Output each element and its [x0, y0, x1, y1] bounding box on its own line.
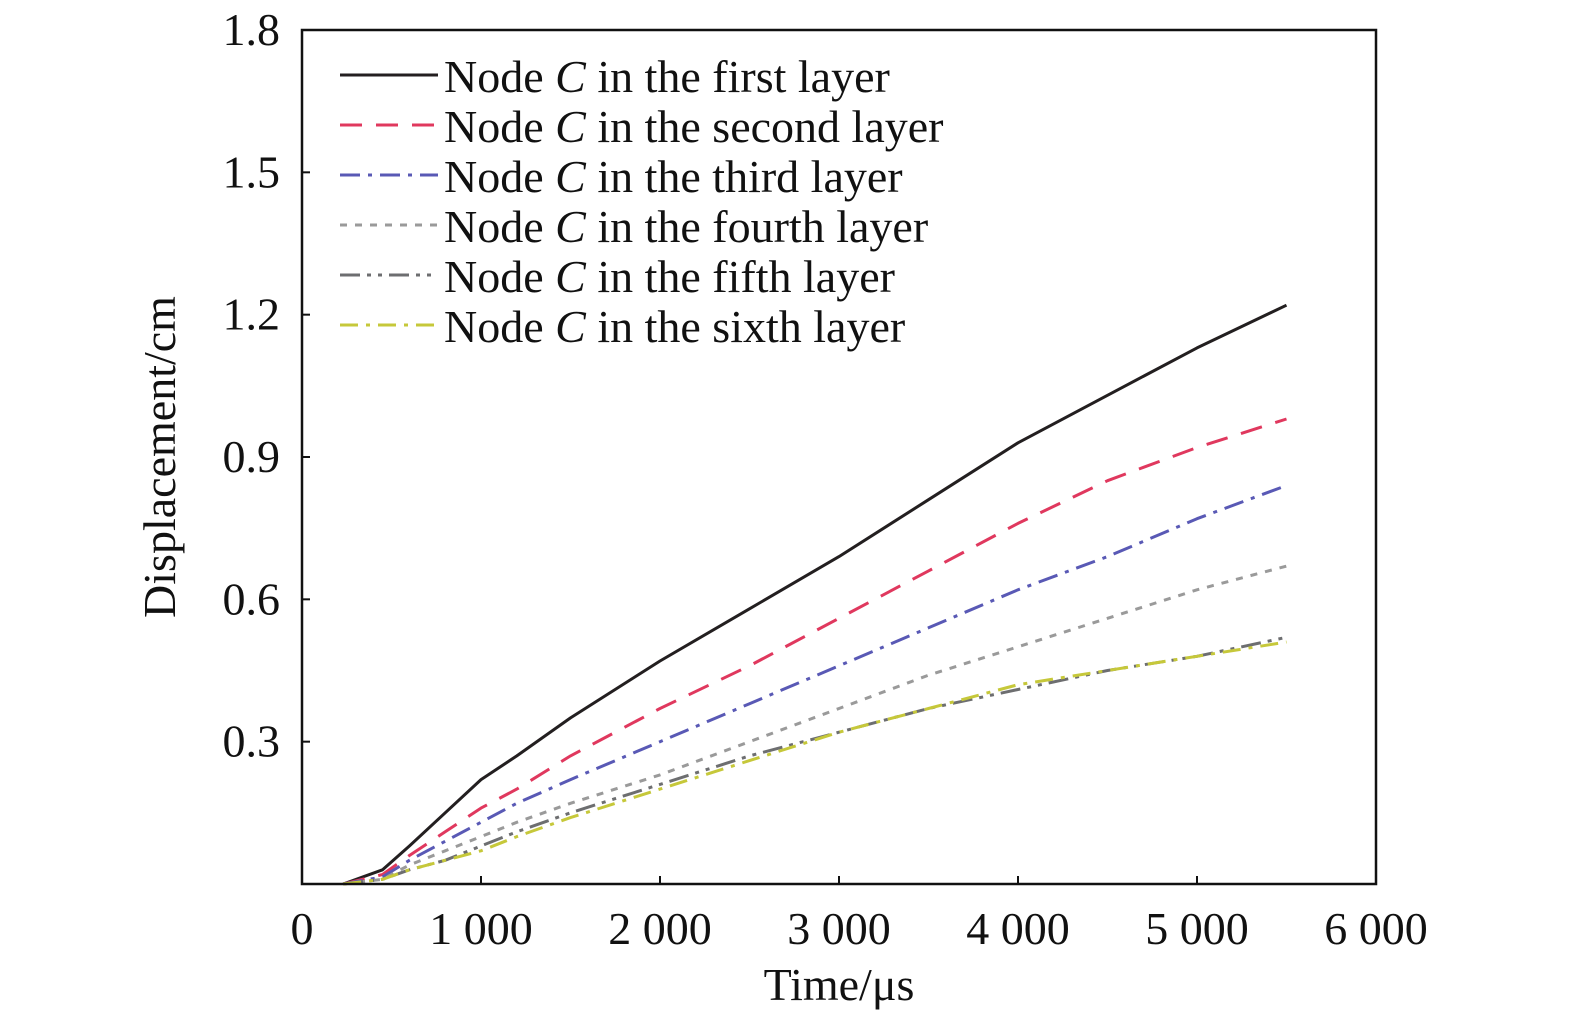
y-tick-label: 1.8 — [223, 4, 281, 55]
legend-label-node: C — [555, 201, 587, 252]
x-tick-label: 1 000 — [429, 903, 533, 954]
legend-label-prefix: Node — [444, 301, 555, 352]
y-tick-label: 1.2 — [223, 289, 281, 340]
y-tick-label: 0.6 — [223, 573, 281, 624]
legend-label-2: Node C in the second layer — [444, 101, 943, 152]
series-line-6 — [343, 640, 1287, 886]
series-line-1 — [342, 303, 1288, 886]
series-layer — [342, 303, 1288, 886]
legend-label-node: C — [555, 301, 587, 352]
x-axis-title: Time/μs — [764, 959, 915, 1010]
x-tick-label: 5 000 — [1145, 903, 1249, 954]
legend-label-node: C — [555, 151, 587, 202]
legend-label-suffix: in the third layer — [586, 151, 903, 202]
legend-label-3: Node C in the third layer — [444, 151, 903, 202]
legend-label-6: Node C in the sixth layer — [444, 301, 905, 352]
legend-label-prefix: Node — [444, 251, 555, 302]
y-axis-title: Displacement/cm — [134, 296, 185, 618]
legend-label-node: C — [555, 101, 587, 152]
legend-label-prefix: Node — [444, 151, 555, 202]
series-line-5 — [343, 635, 1287, 886]
legend-label-suffix: in the first layer — [586, 51, 890, 102]
legend-label-1: Node C in the first layer — [444, 51, 890, 102]
y-tick-label: 0.9 — [223, 431, 281, 482]
legend-label-node: C — [555, 51, 587, 102]
legend-label-suffix: in the second layer — [586, 101, 944, 152]
legend-label-prefix: Node — [444, 101, 555, 152]
x-tick-label: 2 000 — [608, 903, 712, 954]
legend-label-suffix: in the fifth layer — [586, 251, 895, 302]
legend-label-prefix: Node — [444, 51, 555, 102]
legend-label-prefix: Node — [444, 201, 555, 252]
series-line-3 — [342, 484, 1288, 886]
x-tick-label: 0 — [291, 903, 314, 954]
legend-label-4: Node C in the fourth layer — [444, 201, 928, 252]
y-tick-label: 0.3 — [223, 716, 281, 767]
legend-label-node: C — [555, 251, 587, 302]
x-axis: 0 1 000 2 000 3 000 4 000 5 000 6 000 — [291, 876, 1428, 954]
x-tick-label: 6 000 — [1324, 903, 1428, 954]
y-axis: 0.3 0.6 0.9 1.2 1.5 1.8 — [223, 4, 310, 767]
y-tick-label: 1.5 — [223, 146, 281, 197]
legend-label-suffix: in the fourth layer — [586, 201, 928, 252]
series-line-4 — [343, 564, 1287, 886]
series-line-2 — [342, 417, 1287, 886]
legend-label-5: Node C in the fifth layer — [444, 251, 895, 302]
legend-label-suffix: in the sixth layer — [586, 301, 905, 352]
x-tick-label: 4 000 — [966, 903, 1070, 954]
x-tick-label: 3 000 — [787, 903, 891, 954]
